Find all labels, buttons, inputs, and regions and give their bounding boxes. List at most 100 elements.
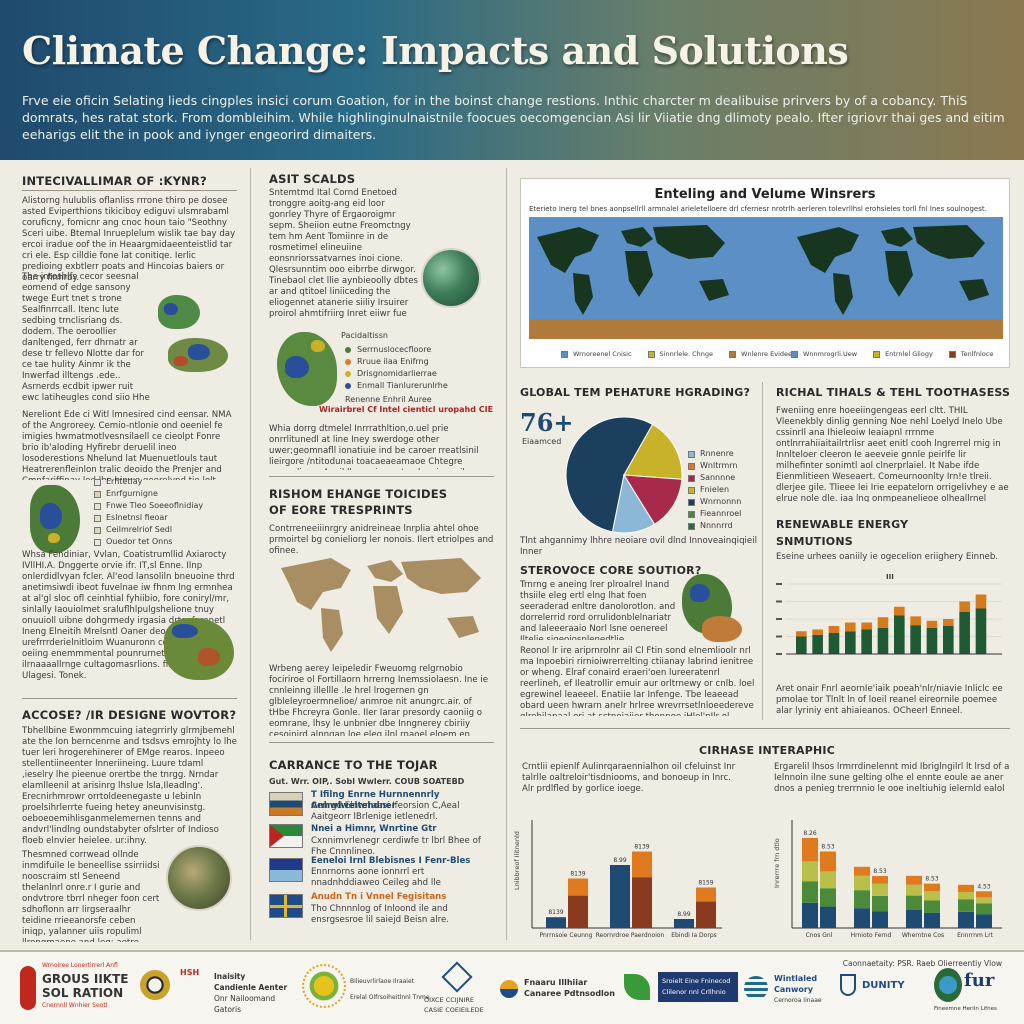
paragraph: Contrreneeiiinrgry anidreineae lnrplia a… <box>269 524 494 556</box>
logo-line: fur <box>964 970 995 991</box>
logo-line: Bilieuvrlirlaoe Ilraaiet <box>350 978 415 985</box>
header-banner: Climate Change: Impacts and Solutions Fr… <box>0 0 1024 160</box>
axis-tick <box>776 653 782 655</box>
globe-icon <box>934 968 962 1002</box>
legend-item: Ouedor tet Onns <box>94 536 239 548</box>
axis-tick <box>776 600 782 603</box>
bar <box>802 902 818 928</box>
paragraph: Eseine urhees oaniily ie ogecelion eriig… <box>776 552 999 562</box>
legend-item: Enmall Tianlurerunlrhe <box>345 380 495 392</box>
bar <box>828 633 840 654</box>
bar <box>828 626 840 633</box>
water-area <box>690 584 710 602</box>
bar <box>877 627 889 654</box>
divider <box>520 728 1010 729</box>
paragraph: Alistorng hulublis oflanliss rrrone thir… <box>22 196 236 283</box>
footer-credit: Caonnaetaity: PSR. Raeb Olierreentiy Vlo… <box>842 959 1002 968</box>
legend-item: Wnrnonnn <box>688 496 741 508</box>
bar <box>861 622 872 630</box>
flag-icon <box>269 894 303 918</box>
logo-line: DUNITY <box>862 980 905 991</box>
pie-slice <box>565 416 654 533</box>
column-divider <box>762 382 763 720</box>
bar <box>976 903 992 915</box>
table-row-text: Cenrgd Elnwrraesi Ifeorsion C,Aeal Aaitg… <box>311 801 460 822</box>
logo-line: Fineemne Heriln Lifnes <box>934 1006 997 1012</box>
table-row-title: Anudn Tn i Vnnel Fegisitans <box>311 892 447 902</box>
logo-line: Gatoris <box>214 1005 242 1014</box>
bar-cap <box>696 887 716 902</box>
water-area <box>172 624 198 638</box>
comparison-bar-chart-left: 8139 8139 8.99 8139 8.99 8159 Pnrrnsoie Ceunng… <box>531 820 722 939</box>
bar <box>854 890 870 909</box>
page-subtitle: Frve eie oficin Selating lieds cingples … <box>22 93 1005 142</box>
paragraph: Tbhellbine Ewonmmcuing iategrrirly glrmj… <box>22 726 237 846</box>
logo-line: SOL RATION <box>42 986 124 1000</box>
column-divider <box>250 168 251 940</box>
logo-line: CASIE COEIEILEDE <box>424 1006 484 1014</box>
land-strip <box>529 319 1003 339</box>
section-heading: ASIT SCALDS <box>269 172 356 186</box>
column-divider <box>506 168 507 940</box>
bar <box>802 838 818 862</box>
bar <box>802 861 818 882</box>
bar <box>906 910 922 928</box>
legend-item: Enrfgurnigne <box>94 488 239 500</box>
divider <box>269 476 494 477</box>
logo-line: Clilenor nnl Crllhnio <box>662 988 726 996</box>
logo-line: GROUS IIKTE <box>42 972 129 986</box>
bar <box>924 883 940 892</box>
axis-tick <box>776 583 782 585</box>
data-label: 8.53 <box>821 844 835 851</box>
paragraph: Aret onair Fnrl aeornIe'iaik poeah'nlr/n… <box>776 684 1003 716</box>
logo-badge[interactable] <box>140 970 170 1000</box>
bar <box>958 911 974 928</box>
section-heading: STEROVOCE CORE SOUTIOR? <box>520 564 702 577</box>
bar <box>812 634 823 654</box>
bar <box>674 919 694 928</box>
bar <box>958 892 974 900</box>
flag-icon <box>269 792 303 816</box>
bar <box>854 866 870 876</box>
paragraph: Nereliont Ede ci Witl lmnesired cind een… <box>22 410 232 480</box>
paragraph: Ergarelil lhsos lrmrrdinelennt mid Ibrig… <box>774 762 1010 794</box>
bar <box>820 888 836 907</box>
divider <box>22 698 237 699</box>
category-label: Reornrdroe Paerdnoion <box>596 932 665 939</box>
legend-item: Tenlfnloce <box>948 349 993 360</box>
paragraph: Whsa Fendiniar, Vvlan, Coatistrumllid Ax… <box>22 550 235 680</box>
table-row-title: Nnei a Himnr, Wnrtine Gtr <box>311 824 437 834</box>
bar <box>906 875 922 885</box>
table-header: Gut. Wrr. OIP,. Sobl Wwlerr. COUB SOATEB… <box>269 777 465 786</box>
logo-line: Fnaaru Illhiiar <box>524 978 588 987</box>
section-heading: INTECIVALLIMAR OF :KYNR? <box>22 174 207 188</box>
legend-item: Sannnne <box>688 472 741 484</box>
data-label: 8139 <box>634 844 649 851</box>
bar-cap <box>568 878 588 896</box>
logo-line: Erelal Olfrsoiheitlnnl Tnme <box>350 994 430 1001</box>
bar <box>546 917 566 928</box>
bar <box>872 911 888 928</box>
logo-leaf[interactable] <box>624 974 650 1000</box>
pie-legend: Rnnenre Wnltrmrn Sannnne Fnielen Wnrnonn… <box>688 448 741 532</box>
axis-tick <box>776 635 782 638</box>
logo-line: Canaree Pdtnsodlon <box>524 989 615 998</box>
logo-mark: HSH <box>180 968 200 977</box>
pie-slice <box>611 473 656 534</box>
comparison-bar-chart-right: 8.26 8.53 Cnos Gnl 8.53 Hrnioto Fernd 8.53 Whe… <box>791 820 1002 939</box>
section-heading: RENEWABLE ENERGY SNMUTIONS <box>776 518 909 548</box>
data-label: 8.26 <box>803 830 817 837</box>
logo-line: Cernoroa Iinaae <box>774 997 822 1004</box>
bar <box>910 616 921 626</box>
paragraph: Thesmned corrwead ollnde inmdifuile le b… <box>22 850 160 942</box>
bar <box>894 615 905 654</box>
map-legend: Erhtetiay Enrfgurnigne Fnwe Tleo Soeeofl… <box>94 476 239 548</box>
map-legend: Serrnuslocecfloore Rruue ilaa Enifrng Dr… <box>345 344 495 392</box>
world-map-sepia <box>281 558 481 652</box>
flag-stripe <box>284 895 287 917</box>
paragraph: Reonol lr ire ariprnrolnr ail Cl Ftin so… <box>520 646 755 716</box>
paragraph: Wrbeng aerey leipeledir Fweuomg relgrnob… <box>269 664 489 736</box>
legend-item: Wrnoreenel Cnisic <box>561 349 632 360</box>
logo-sroielt[interactable]: Sroielt Eine Fninecod Clilenor nnl Crllh… <box>658 972 738 1002</box>
logo-small-text: Wrnoiree Lonertirrerl Anfl <box>42 962 118 969</box>
